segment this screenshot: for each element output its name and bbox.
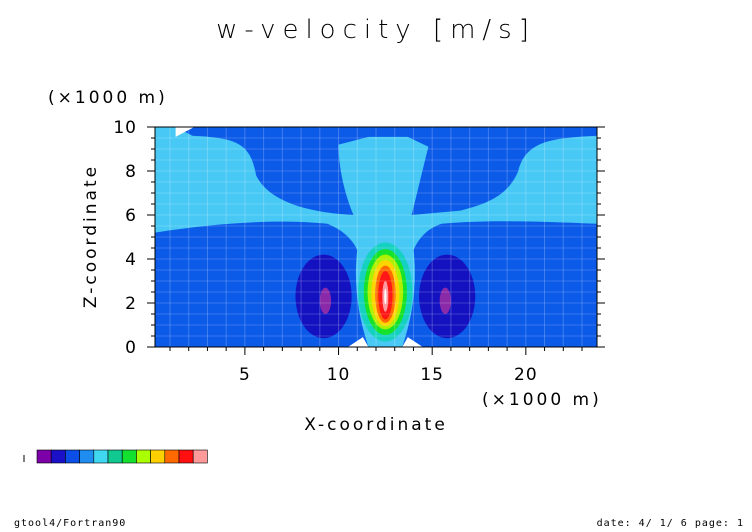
colorbar-swatch-2 (65, 449, 80, 464)
x-tick-label: 10 (327, 365, 351, 385)
x-tick-label: 20 (514, 365, 538, 385)
footer-right: date: 4/ 1/ 6 page: 1 (597, 518, 744, 529)
plot-area (154, 126, 598, 348)
downdraft-regions (295, 254, 476, 339)
y-tick-label: 10 (113, 118, 137, 138)
colorbar-swatch-6 (121, 449, 137, 464)
colorbar-swatch-10 (178, 449, 194, 464)
footer-left: gtool4/Fortran90 (14, 518, 126, 529)
colorbar-swatch-3 (79, 449, 95, 464)
y-tick-label: 8 (125, 162, 137, 182)
downdraft-3 (439, 287, 451, 314)
colorbar-swatch-11 (192, 449, 208, 464)
grid-lines (155, 127, 597, 347)
downdraft-2 (319, 287, 332, 314)
y-axis-unit: (×1000 m) (48, 88, 168, 108)
y-tick-label: 2 (125, 294, 137, 314)
chart-title: w-velocity [m/s] (216, 15, 536, 45)
colorbar-swatch-1 (50, 449, 66, 464)
x-tick-label: 15 (420, 365, 444, 385)
y-tick-label: 4 (125, 250, 137, 270)
field-upper-band (155, 127, 597, 347)
y-tick-label: 6 (125, 206, 137, 226)
y-axis-label: Z-coordinate (81, 164, 101, 308)
updraft-level-7 (384, 288, 387, 305)
colorbar-swatch-7 (136, 449, 151, 464)
colorbar-swatch-5 (107, 449, 123, 464)
y-tick-label: 0 (125, 338, 137, 358)
y-axis: 0 2 4 6 8 10 (113, 118, 605, 358)
x-tick-label: 5 (239, 365, 251, 385)
x-axis: 5 10 15 20 (155, 346, 597, 385)
colorbar-swatch-9 (164, 449, 180, 464)
colorbar (23, 449, 208, 464)
colorbar-swatch-4 (93, 449, 109, 464)
x-axis-label: X-coordinate (304, 415, 448, 435)
x-axis-unit: (×1000 m) (482, 390, 602, 410)
colorbar-swatch-0 (36, 449, 52, 464)
colorbar-swatch-8 (150, 449, 166, 464)
updraft-core (358, 242, 413, 342)
